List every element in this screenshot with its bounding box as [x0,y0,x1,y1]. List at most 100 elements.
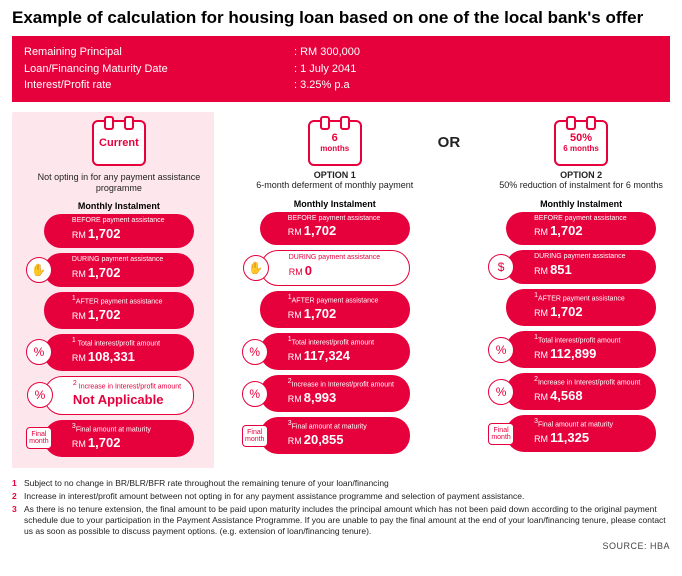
before-pill: BEFORE payment assistance RM1,702 [44,214,194,248]
hand-icon: ✋ [26,257,52,283]
hand-icon: ✋ [243,255,269,281]
percent-icon: % [242,381,268,407]
incr-rm: RM [288,394,302,404]
fn-num-3: 3 [12,504,24,537]
incr-val: 4,568 [550,388,583,403]
cal-t2: 6 months [563,145,599,154]
column-current: Current Not opting in for any payment as… [12,112,214,468]
total-sup: 1 [72,337,76,344]
total-val: 108,331 [88,349,135,364]
dollar-icon: $ [488,254,514,280]
hdr-val-1: : 1 July 2041 [294,61,356,78]
final-label: Final amount at maturity [538,421,613,428]
before-val: 1,702 [550,223,583,238]
total-pill: % 1Total interest/profit amount RM112,89… [506,331,656,368]
after-val: 1,702 [550,304,583,319]
percent-icon: % [488,337,514,363]
mi-head: Monthly Instalment [78,201,160,211]
increase-pill: % 2Increase in Interest/profit amount RM… [506,373,656,410]
mi-head: Monthly Instalment [294,199,376,209]
during-label: DURING payment assistance [289,254,399,262]
incr-sup: 2 [73,380,77,387]
calendar-icon: 6 months [308,120,362,166]
final-pill: Final month 3Final amount at maturity RM… [44,420,194,457]
hdr-label-2: Interest/Profit rate [24,77,294,94]
after-pill: 1AFTER payment assistance RM1,702 [506,289,656,326]
cal-t1: 6 [332,132,338,144]
total-label: Total interest/profit amount [538,337,621,344]
option-desc: 50% reduction of instalment for 6 months [499,180,663,191]
option-title: OPTION 1 [314,170,356,180]
fn-text-1: Subject to no change in BR/BLR/BFR rate … [24,478,389,489]
during-val: 1,702 [88,265,121,280]
percent-icon: % [27,382,53,408]
during-label: DURING payment assistance [72,256,184,264]
column-option2: 50% 6 months OPTION 2 50% reduction of i… [474,112,670,457]
cal-t2: months [320,145,349,154]
incr-label: Increase in Interest/profit amount [79,383,181,390]
option-desc: Not opting in for any payment assistance… [30,172,208,194]
final-val: 1,702 [88,435,121,450]
total-val: 117,324 [304,348,350,363]
during-pill: ✋ DURING payment assistance RM1,702 [44,253,194,287]
incr-rm: RM [534,392,548,402]
total-val: 112,899 [550,346,596,361]
fn-text-3: As there is no tenure extension, the fin… [24,504,670,537]
option-desc: 6-month deferment of monthly payment [256,180,413,191]
final-val: 11,325 [550,430,589,445]
percent-icon: % [488,379,514,405]
final-month-icon: Final month [26,427,52,449]
cal-text: Current [99,137,139,149]
page-title: Example of calculation for housing loan … [12,8,670,28]
total-pill: % 1Total interest/profit amount RM117,32… [260,333,410,370]
during-val: 851 [550,262,572,277]
mi-head: Monthly Instalment [540,199,622,209]
final-val: 20,855 [304,432,344,447]
before-label: BEFORE payment assistance [288,215,400,223]
loan-header: Remaining Principal: RM 300,000 Loan/Fin… [12,36,670,102]
increase-pill: % 2Increase in Interest/profit amount RM… [260,375,410,412]
incr-label: Increase in Interest/profit amount [292,381,394,388]
before-pill: BEFORE payment assistance RM1,702 [506,212,656,246]
hdr-label-1: Loan/Financing Maturity Date [24,61,294,78]
incr-val: 8,993 [304,390,337,405]
fn-num-2: 2 [12,491,24,502]
option-title: OPTION 2 [560,170,602,180]
total-label: Total interest/profit amount [78,340,161,347]
during-val: 0 [305,263,312,278]
after-val: 1,702 [88,307,121,322]
increase-pill: % 2 Increase in Interest/profit amount N… [44,376,194,415]
during-label: DURING payment assistance [534,253,646,261]
after-pill: 1AFTER payment assistance RM1,702 [44,292,194,329]
total-label: Total interest/profit amount [292,339,375,346]
hdr-label-0: Remaining Principal [24,44,294,61]
before-label: BEFORE payment assistance [72,217,184,225]
percent-icon: % [26,339,52,365]
hdr-val-2: : 3.25% p.a [294,77,350,94]
fn-num-1: 1 [12,478,24,489]
before-val: 1,702 [304,223,337,238]
cal-t1: 50% [570,132,592,144]
incr-label: Increase in Interest/profit amount [538,379,640,386]
column-option1: 6 months OPTION 1 6-month deferment of m… [228,112,424,459]
final-pill: Final month 3Final amount at maturity RM… [260,417,410,454]
final-month-icon: Final month [488,423,514,445]
after-pill: 1AFTER payment assistance RM1,702 [260,291,410,328]
before-val: 1,702 [88,226,121,241]
final-label: Final amount at maturity [76,426,151,433]
during-pill: ✋ DURING payment assistance RM0 [260,250,410,286]
final-label: Final amount at maturity [292,423,367,430]
after-label: AFTER payment assistance [538,295,625,302]
before-label: BEFORE payment assistance [534,215,646,223]
source-text: SOURCE: HBA [12,541,670,551]
fn-text-2: Increase in interest/profit amount betwe… [24,491,524,502]
after-val: 1,702 [304,306,337,321]
footnotes: 1Subject to no change in BR/BLR/BFR rate… [12,478,670,537]
incr-val: Not Applicable [73,392,164,407]
calendar-icon: Current [92,120,146,166]
final-pill: Final month 3Final amount at maturity RM… [506,415,656,452]
final-month-icon: Final month [242,425,268,447]
after-label: AFTER payment assistance [76,298,163,305]
or-text: OR [438,134,461,151]
hdr-val-0: : RM 300,000 [294,44,360,61]
